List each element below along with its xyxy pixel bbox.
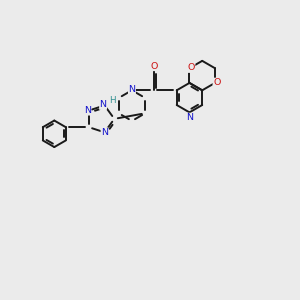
Text: H: H [110,96,116,105]
Text: N: N [101,128,108,137]
Text: O: O [188,63,195,72]
Text: N: N [84,106,91,115]
Text: N: N [186,113,193,122]
Text: O: O [150,62,158,71]
Text: O: O [213,78,220,87]
Text: N: N [128,85,135,94]
Text: N: N [100,100,106,109]
